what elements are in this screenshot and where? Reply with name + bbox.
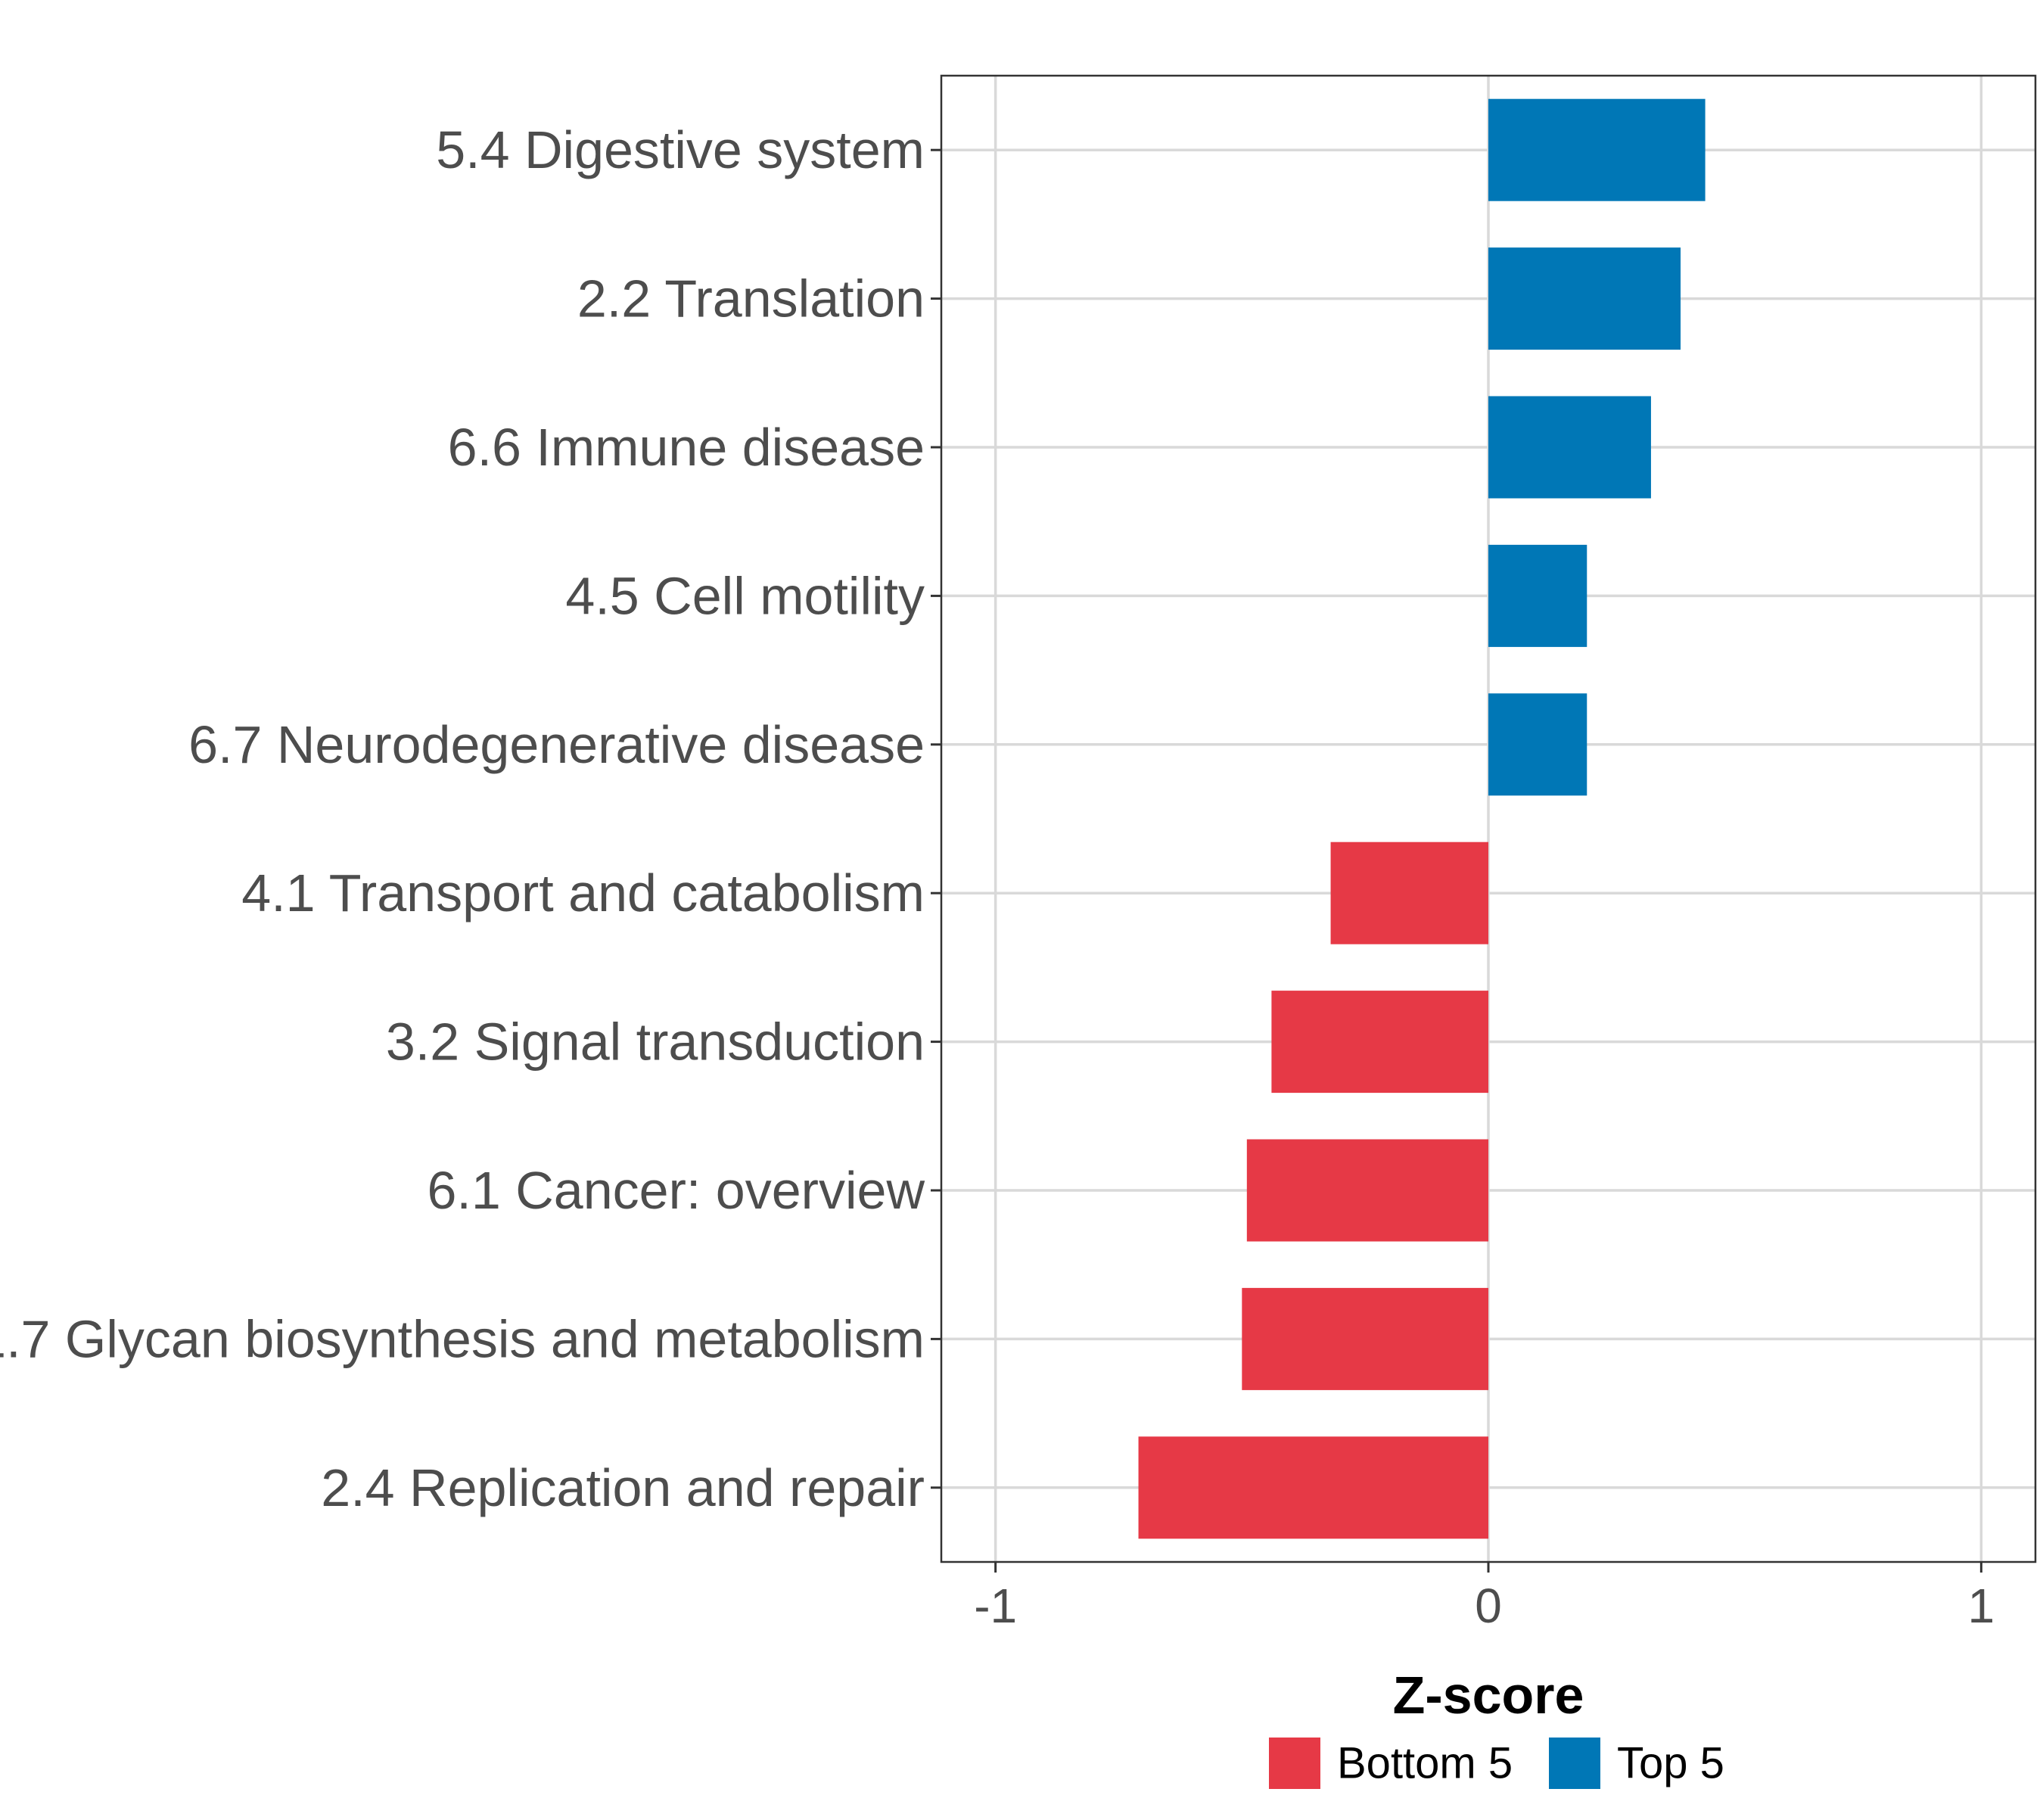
x-axis: -1 0 1 bbox=[974, 1562, 1995, 1633]
x-tick-label: 0 bbox=[1475, 1579, 1502, 1633]
bar bbox=[1330, 842, 1488, 944]
bar bbox=[1242, 1287, 1488, 1390]
category-label: 4.1 Transport and catabolism bbox=[241, 863, 925, 922]
x-tick-label: -1 bbox=[974, 1579, 1017, 1633]
category-label: 1.7 Glycan biosynthesis and metabolism bbox=[0, 1309, 925, 1368]
bar bbox=[1138, 1436, 1488, 1539]
category-label: 4.5 Cell motility bbox=[565, 566, 925, 625]
bar-layer bbox=[1138, 98, 1706, 1539]
y-axis: 5.4 Digestive system 2.2 Translation 6.6 I… bbox=[0, 120, 941, 1517]
legend-swatch bbox=[1269, 1738, 1320, 1789]
bar bbox=[1246, 1139, 1488, 1242]
x-axis-title: Z-score bbox=[1393, 1666, 1584, 1725]
category-label: 2.2 Translation bbox=[577, 269, 925, 328]
category-label: 6.6 Immune disease bbox=[448, 418, 925, 477]
bar bbox=[1488, 396, 1651, 499]
category-label: 6.1 Cancer: overview bbox=[427, 1161, 925, 1220]
category-label: 5.4 Digestive system bbox=[436, 120, 925, 179]
legend-label: Bottom 5 bbox=[1337, 1739, 1513, 1788]
x-tick-label: 1 bbox=[1968, 1579, 1995, 1633]
legend: Bottom 5 Top 5 bbox=[1269, 1738, 1724, 1789]
bar bbox=[1488, 693, 1587, 796]
category-label: 3.2 Signal transduction bbox=[386, 1013, 925, 1072]
category-label: 6.7 Neurodegenerative disease bbox=[188, 715, 925, 774]
bar bbox=[1271, 991, 1488, 1094]
bar bbox=[1488, 247, 1681, 350]
bar bbox=[1488, 98, 1706, 201]
category-label: 2.4 Replication and repair bbox=[321, 1458, 925, 1517]
bar bbox=[1488, 544, 1587, 647]
legend-label: Top 5 bbox=[1617, 1739, 1724, 1788]
legend-swatch bbox=[1549, 1738, 1600, 1789]
